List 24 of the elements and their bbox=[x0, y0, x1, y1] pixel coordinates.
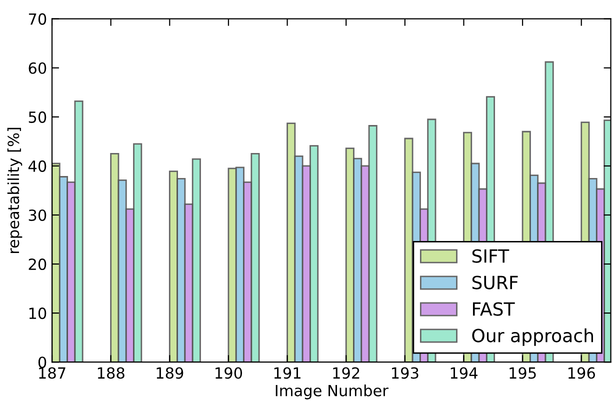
legend-label: SURF bbox=[472, 276, 518, 290]
y-tick-label: 70 bbox=[28, 13, 46, 25]
x-tick-label: 193 bbox=[392, 367, 418, 379]
x-tick-label: 196 bbox=[568, 367, 595, 379]
y-tick-label: 40 bbox=[28, 160, 46, 172]
x-tick-label: 192 bbox=[333, 367, 360, 379]
legend-label: SIFT bbox=[472, 249, 510, 263]
y-tick-label: 10 bbox=[29, 308, 46, 320]
x-tick-label: 188 bbox=[98, 367, 124, 379]
x-axis-title: Image Number bbox=[276, 384, 388, 400]
y-tick-label: 20 bbox=[28, 258, 46, 270]
legend-label: Our approach bbox=[472, 328, 593, 346]
y-axis-title: repeatability [%] bbox=[7, 128, 22, 254]
x-tick-label: 189 bbox=[156, 367, 184, 379]
x-tick-label: 194 bbox=[450, 367, 478, 379]
x-tick-label: 187 bbox=[39, 367, 66, 379]
y-tick-label: 0 bbox=[38, 356, 46, 368]
y-tick-label: 60 bbox=[28, 62, 46, 74]
x-tick-label: 191 bbox=[274, 367, 300, 379]
y-tick-label: 50 bbox=[28, 111, 46, 123]
x-tick-label: 190 bbox=[216, 367, 242, 379]
y-tick-label: 30 bbox=[28, 209, 46, 222]
x-tick-label: 195 bbox=[510, 367, 536, 379]
legend-label: FAST bbox=[472, 302, 515, 316]
